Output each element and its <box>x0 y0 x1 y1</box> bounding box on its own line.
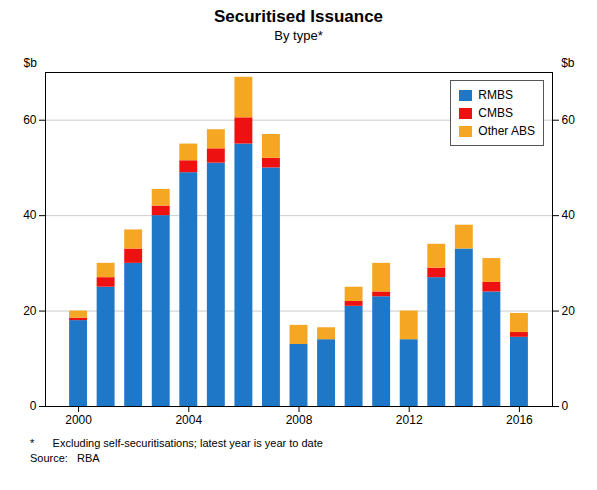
html-text:Other ABS: Other ABS <box>478 124 535 138</box>
html-text:* Excluding self-securitisatio: * Excluding self-securitisations; latest… <box>30 437 323 449</box>
svg-text:2016: 2016 <box>506 413 533 427</box>
svg-text:$b: $b <box>561 56 575 70</box>
svg-text:20: 20 <box>562 304 576 318</box>
html-text:Securitised Issuance: Securitised Issuance <box>213 7 384 26</box>
svg-text:0: 0 <box>562 399 569 413</box>
html-text:RMBS: RMBS <box>478 88 513 102</box>
svg-text:2012: 2012 <box>396 413 423 427</box>
html-text:CMBS: CMBS <box>478 106 513 120</box>
svg-text:60: 60 <box>23 113 37 127</box>
html-text:Source: RBA: Source: RBA <box>30 452 100 464</box>
svg-text:$b: $b <box>24 56 38 70</box>
svg-text:2008: 2008 <box>286 413 313 427</box>
svg-text:20: 20 <box>23 304 37 318</box>
svg-text:2000: 2000 <box>65 413 92 427</box>
svg-text:60: 60 <box>562 113 576 127</box>
svg-text:0: 0 <box>30 399 37 413</box>
svg-text:2004: 2004 <box>175 413 202 427</box>
html-text:By type*: By type* <box>274 28 323 43</box>
svg-text:40: 40 <box>562 208 576 222</box>
svg-text:40: 40 <box>23 208 37 222</box>
